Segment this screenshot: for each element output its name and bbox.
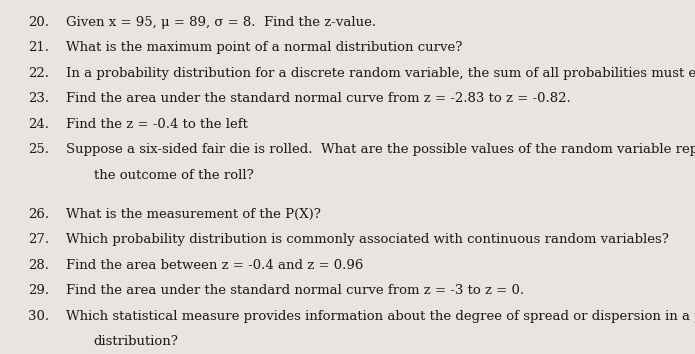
Text: Which statistical measure provides information about the degree of spread or dis: Which statistical measure provides infor… <box>66 310 695 323</box>
Text: 27.: 27. <box>28 234 49 246</box>
Text: Find the area under the standard normal curve from z = -2.83 to z = -0.82.: Find the area under the standard normal … <box>66 92 571 105</box>
Text: the outcome of the roll?: the outcome of the roll? <box>94 169 254 182</box>
Text: 30.: 30. <box>28 310 49 323</box>
Text: Which probability distribution is commonly associated with continuous random var: Which probability distribution is common… <box>66 234 669 246</box>
Text: 21.: 21. <box>28 41 49 55</box>
Text: Find the area between z = -0.4 and z = 0.96: Find the area between z = -0.4 and z = 0… <box>66 259 363 272</box>
Text: What is the measurement of the P(X)?: What is the measurement of the P(X)? <box>66 208 321 221</box>
Text: 20.: 20. <box>28 16 49 29</box>
Text: 28.: 28. <box>28 259 49 272</box>
Text: 26.: 26. <box>28 208 49 221</box>
Text: 24.: 24. <box>28 118 49 131</box>
Text: In a probability distribution for a discrete random variable, the sum of all pro: In a probability distribution for a disc… <box>66 67 695 80</box>
Text: distribution?: distribution? <box>94 335 179 348</box>
Text: 22.: 22. <box>28 67 49 80</box>
Text: Find the area under the standard normal curve from z = -3 to z = 0.: Find the area under the standard normal … <box>66 284 524 297</box>
Text: Given x = 95, μ = 89, σ = 8.  Find the z-value.: Given x = 95, μ = 89, σ = 8. Find the z-… <box>66 16 376 29</box>
Text: What is the maximum point of a normal distribution curve?: What is the maximum point of a normal di… <box>66 41 462 55</box>
Text: Find the z = -0.4 to the left: Find the z = -0.4 to the left <box>66 118 248 131</box>
Text: Suppose a six-sided fair die is rolled.  What are the possible values of the ran: Suppose a six-sided fair die is rolled. … <box>66 143 695 156</box>
Text: 29.: 29. <box>28 284 49 297</box>
Text: 23.: 23. <box>28 92 49 105</box>
Text: 25.: 25. <box>28 143 49 156</box>
